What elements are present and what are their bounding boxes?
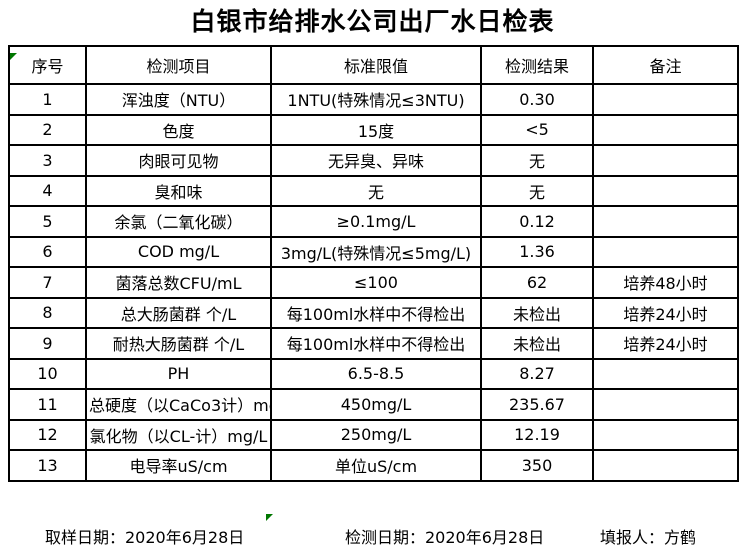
table-row: 5 余氯（二氧化碳） ≥0.1mg/L 0.12 (8, 205, 739, 238)
cell-serial-number: 7 (8, 266, 87, 299)
cell-test-result: 未检出 (480, 327, 594, 360)
page-title: 白银市给排水公司出厂水日检表 (190, 7, 555, 36)
cell-standard-limit: 1NTU(特殊情况≤3NTU) (270, 83, 482, 116)
cell-test-item: 总硬度（以CaCo3计）mg/L (85, 388, 272, 421)
cell-test-result: 235.67 (480, 388, 594, 421)
cell-standard-limit: 无 (270, 174, 482, 207)
cell-serial-number: 6 (8, 235, 87, 268)
cell-test-item: PH (85, 357, 272, 390)
cell-remark (592, 388, 739, 421)
table-row: 13 电导率uS/cm 单位uS/cm 350 (8, 449, 739, 482)
table-header-row: 序号 检测项目 标准限值 检测结果 备注 (8, 45, 739, 85)
test-date: 检测日期：2020年6月28日 (345, 528, 545, 547)
header-serial-number: 序号 (8, 45, 87, 85)
cell-remark (592, 357, 739, 390)
cell-standard-limit: 每100ml水样中不得检出 (270, 327, 482, 360)
header-test-result: 检测结果 (480, 45, 594, 85)
cell-remark (592, 83, 739, 116)
daily-water-check-sheet: 白银市给排水公司出厂水日检表 序号 检测项目 标准限值 检测结果 备注 1 浑浊… (0, 6, 745, 556)
cell-test-result: 1.36 (480, 235, 594, 268)
cell-remark (592, 235, 739, 268)
table-row: 8 总大肠菌群 个/L 每100ml水样中不得检出 未检出 培养24小时 (8, 296, 739, 329)
header-remark: 备注 (592, 45, 739, 85)
header-standard-limit: 标准限值 (270, 45, 482, 85)
cell-test-item: 电导率uS/cm (85, 449, 272, 482)
cell-test-result: 0.30 (480, 83, 594, 116)
cell-test-item: 菌落总数CFU/mL (85, 266, 272, 299)
cell-test-result: 0.12 (480, 205, 594, 238)
green-corner-marker-icon (266, 514, 273, 521)
cell-test-result: <5 (480, 113, 594, 146)
green-corner-marker-icon (10, 53, 17, 60)
cell-standard-limit: ≤100 (270, 266, 482, 299)
cell-serial-number: 9 (8, 327, 87, 360)
table-row: 1 浑浊度（NTU） 1NTU(特殊情况≤3NTU) 0.30 (8, 83, 739, 116)
footer: 取样日期：2020年6月28日 检测日期：2020年6月28日 填报人：方鹤 (0, 524, 745, 550)
table-row: 3 肉眼可见物 无异臭、异味 无 (8, 144, 739, 177)
cell-standard-limit: 3mg/L(特殊情况≤5mg/L) (270, 235, 482, 268)
table-row: 2 色度 15度 <5 (8, 113, 739, 146)
cell-test-item: 色度 (85, 113, 272, 146)
cell-standard-limit: 无异臭、异味 (270, 144, 482, 177)
cell-remark (592, 418, 739, 451)
cell-remark (592, 113, 739, 146)
cell-test-item: 氯化物（以CL-计）mg/L (85, 418, 272, 451)
table-row: 7 菌落总数CFU/mL ≤100 62 培养48小时 (8, 266, 739, 299)
table-row: 11 总硬度（以CaCo3计）mg/L 450mg/L 235.67 (8, 388, 739, 421)
cell-test-result: 12.19 (480, 418, 594, 451)
cell-test-result: 350 (480, 449, 594, 482)
cell-remark (592, 144, 739, 177)
cell-serial-number: 5 (8, 205, 87, 238)
cell-serial-number: 11 (8, 388, 87, 421)
cell-serial-number: 3 (8, 144, 87, 177)
cell-test-result: 无 (480, 174, 594, 207)
cell-test-item: 肉眼可见物 (85, 144, 272, 177)
cell-remark: 培养24小时 (592, 327, 739, 360)
cell-serial-number: 8 (8, 296, 87, 329)
cell-test-item: COD mg/L (85, 235, 272, 268)
cell-test-item: 臭和味 (85, 174, 272, 207)
water-quality-table: 序号 检测项目 标准限值 检测结果 备注 1 浑浊度（NTU） 1NTU(特殊情… (8, 45, 739, 482)
cell-standard-limit: 每100ml水样中不得检出 (270, 296, 482, 329)
cell-serial-number: 4 (8, 174, 87, 207)
table-row: 6 COD mg/L 3mg/L(特殊情况≤5mg/L) 1.36 (8, 235, 739, 268)
header-test-item: 检测项目 (85, 45, 272, 85)
cell-standard-limit: 450mg/L (270, 388, 482, 421)
table-row: 10 PH 6.5-8.5 8.27 (8, 357, 739, 390)
cell-remark (592, 449, 739, 482)
cell-serial-number: 12 (8, 418, 87, 451)
cell-standard-limit: 单位uS/cm (270, 449, 482, 482)
cell-remark: 培养24小时 (592, 296, 739, 329)
cell-test-item: 浑浊度（NTU） (85, 83, 272, 116)
cell-remark (592, 205, 739, 238)
cell-test-item: 总大肠菌群 个/L (85, 296, 272, 329)
table-row: 4 臭和味 无 无 (8, 174, 739, 207)
cell-standard-limit: 15度 (270, 113, 482, 146)
reporter: 填报人：方鹤 (600, 528, 697, 547)
cell-test-result: 无 (480, 144, 594, 177)
cell-serial-number: 1 (8, 83, 87, 116)
cell-standard-limit: ≥0.1mg/L (270, 205, 482, 238)
cell-standard-limit: 6.5-8.5 (270, 357, 482, 390)
table-row: 12 氯化物（以CL-计）mg/L 250mg/L 12.19 (8, 418, 739, 451)
cell-serial-number: 10 (8, 357, 87, 390)
cell-test-item: 余氯（二氧化碳） (85, 205, 272, 238)
cell-remark (592, 174, 739, 207)
cell-serial-number: 2 (8, 113, 87, 146)
cell-remark: 培养48小时 (592, 266, 739, 299)
cell-test-result: 未检出 (480, 296, 594, 329)
sampling-date: 取样日期：2020年6月28日 (45, 528, 245, 547)
cell-serial-number: 13 (8, 449, 87, 482)
cell-test-item: 耐热大肠菌群 个/L (85, 327, 272, 360)
table-row: 9 耐热大肠菌群 个/L 每100ml水样中不得检出 未检出 培养24小时 (8, 327, 739, 360)
cell-test-result: 8.27 (480, 357, 594, 390)
cell-test-result: 62 (480, 266, 594, 299)
cell-standard-limit: 250mg/L (270, 418, 482, 451)
